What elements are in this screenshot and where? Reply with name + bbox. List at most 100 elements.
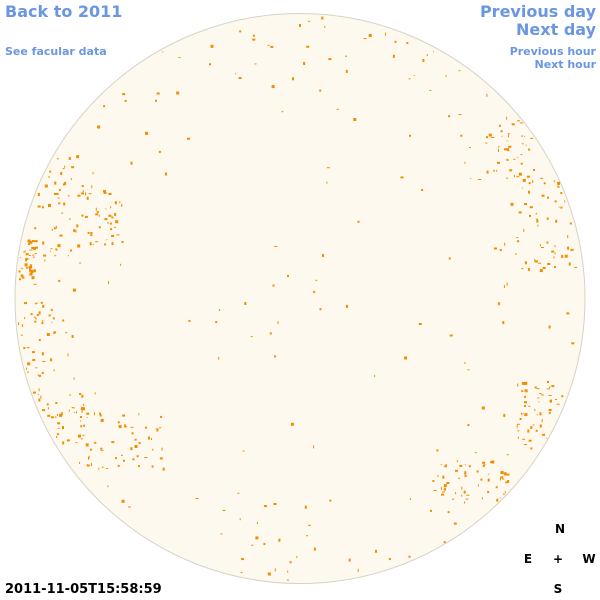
facula (37, 394, 39, 395)
facula (289, 561, 292, 564)
facula (155, 99, 157, 102)
facula (103, 105, 106, 108)
facula (161, 447, 163, 451)
facula (34, 303, 37, 305)
facula (33, 316, 36, 318)
facula (278, 538, 281, 542)
facula (94, 392, 96, 395)
facula (547, 196, 549, 199)
facula (306, 535, 308, 537)
facula (488, 473, 490, 475)
facula (541, 419, 543, 423)
facula (19, 278, 21, 281)
facula (138, 442, 141, 444)
next-day-link[interactable]: Next day (516, 20, 596, 39)
facula (54, 255, 57, 257)
facula (286, 579, 289, 581)
facula (118, 425, 122, 429)
facula (40, 301, 43, 304)
previous-day-link[interactable]: Previous day (479, 2, 596, 21)
facula (80, 420, 82, 422)
facula (413, 75, 415, 77)
facula (88, 456, 89, 460)
facula (486, 170, 489, 174)
facula (22, 274, 24, 277)
back-link[interactable]: Back to 2011 (5, 2, 123, 21)
facula (535, 218, 538, 220)
facula (95, 207, 97, 211)
facula (277, 321, 279, 325)
facula (101, 466, 104, 468)
facula (64, 165, 66, 168)
facula (267, 572, 271, 576)
facula (322, 254, 324, 258)
facula (485, 142, 488, 144)
facula (326, 181, 328, 184)
facular-link[interactable]: See facular data (5, 45, 107, 58)
facula (447, 511, 450, 514)
facula (516, 237, 519, 239)
facula (518, 172, 522, 176)
facula (26, 257, 29, 260)
facula (156, 92, 160, 95)
facula (455, 492, 457, 495)
facula (242, 450, 245, 452)
facula (459, 464, 463, 467)
facula (448, 257, 451, 260)
facula (508, 145, 512, 148)
facula (31, 276, 35, 280)
facula (57, 427, 60, 429)
facula (537, 224, 539, 227)
facula (66, 439, 70, 442)
facula (504, 242, 506, 246)
facula (555, 219, 558, 223)
facula (274, 355, 277, 358)
facula (82, 190, 84, 193)
facula (517, 383, 519, 387)
facula (58, 279, 61, 282)
facula (506, 454, 509, 456)
facula (29, 268, 31, 271)
facula (491, 137, 495, 138)
facula (524, 381, 528, 385)
facula (542, 267, 546, 269)
facula (521, 143, 524, 145)
facula (499, 249, 502, 252)
facula (444, 464, 447, 468)
facula (88, 455, 90, 459)
next-hour-link[interactable]: Next hour (534, 58, 597, 71)
facula (522, 178, 526, 182)
facula (86, 464, 90, 467)
facula (539, 424, 542, 428)
facula (23, 251, 26, 253)
facula (524, 203, 527, 206)
facula (313, 445, 315, 449)
facula (29, 240, 30, 243)
facula (62, 168, 65, 170)
facula (526, 175, 530, 178)
facula (549, 399, 552, 402)
facula (519, 122, 523, 124)
facula (357, 220, 360, 223)
facula (127, 506, 131, 508)
facula (59, 234, 63, 237)
facula (521, 390, 524, 393)
facula (568, 262, 571, 266)
previous-hour-link[interactable]: Previous hour (509, 45, 596, 58)
facula (409, 498, 411, 500)
facula (554, 200, 557, 203)
facula (532, 180, 534, 184)
facula (24, 250, 26, 253)
facula (517, 240, 520, 243)
facula (151, 465, 154, 468)
facula (357, 568, 359, 572)
facula (287, 570, 289, 573)
facula (296, 556, 298, 559)
facula (57, 197, 60, 199)
facula (490, 461, 493, 464)
facula (38, 311, 41, 315)
facula (304, 505, 307, 509)
facula (111, 216, 114, 219)
facula (555, 399, 558, 400)
facula (86, 412, 90, 415)
